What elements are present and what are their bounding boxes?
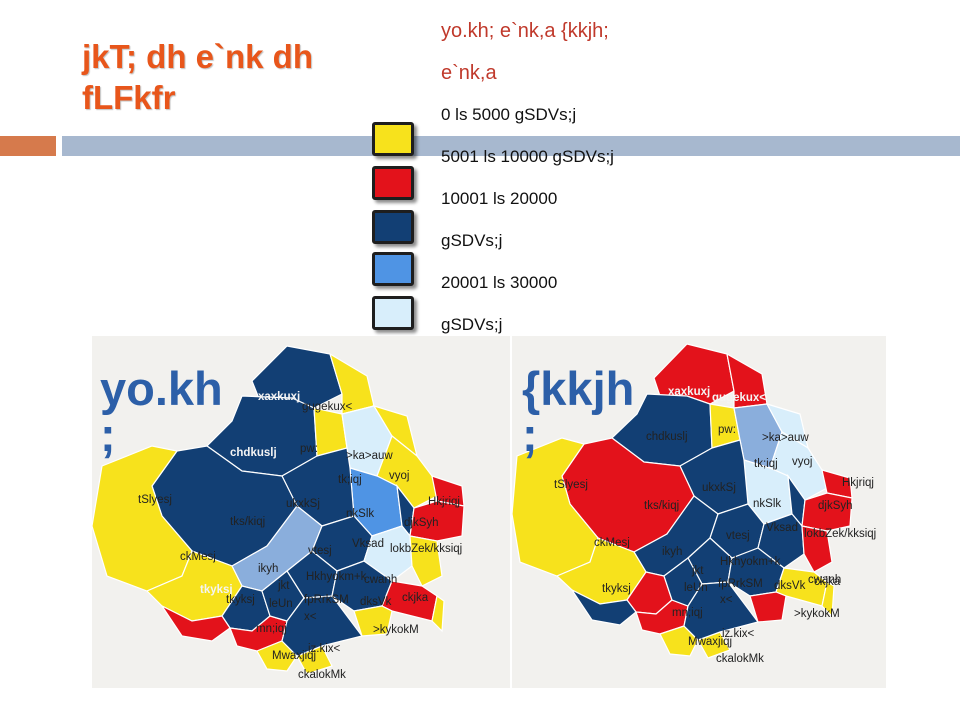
map-label-district: mn;iqj — [256, 623, 287, 635]
rural-map-title-line-1: yo.kh — [100, 362, 223, 415]
map-label-district: Mwaxjiqj — [688, 636, 733, 648]
map-label-district: fpRrkSM — [304, 594, 349, 606]
map-label-district: lokbZek/kksiqj — [390, 543, 463, 555]
urban-map-title-line-2: ; — [522, 408, 538, 461]
map-label-district: cwanh — [808, 574, 842, 586]
map-label-district: dksVk — [360, 596, 392, 608]
rural-district-map — [92, 336, 510, 688]
legend-item: gSDVs;j — [441, 231, 503, 250]
map-label-district: Vksad — [766, 522, 798, 534]
map-label-district: nkSlk — [346, 508, 375, 520]
map-label-district: Hkjriqj — [842, 477, 874, 489]
map-label-district: jkt — [278, 580, 290, 592]
map-label-district: cwanh — [364, 574, 398, 586]
map-label-district: jkt — [692, 565, 704, 577]
legend-item: 20001 ls 30000 — [441, 273, 558, 292]
slide-title-line-1: jkT; dh e`nk dh — [82, 38, 313, 75]
map-label-district: ikyh — [662, 546, 683, 558]
legend-swatch-pale-blue — [372, 296, 414, 330]
map-label-district: Hkhyokm+k — [720, 556, 781, 568]
urban-map-panel: {kkjh ; xaxkuxj gugekux< pw: >ka>auw chd… — [512, 336, 886, 688]
legend-item: gSDVs;j — [441, 315, 503, 334]
map-label-district: vyoj — [389, 470, 410, 482]
map-label-district: >kykokM — [373, 624, 419, 636]
legend-heading-2: e`nk,a — [441, 62, 497, 84]
map-label-district: ckalokMk — [716, 653, 764, 665]
map-label-district: ckalokMk — [298, 669, 346, 681]
map-label-district: vyoj — [792, 456, 813, 468]
slide-title: jkT; dh e`nk dh fLFkfr — [82, 36, 372, 118]
map-label-district: Hkhyokm+k — [306, 571, 367, 583]
legend-item: 5001 ls 10000 gSDVs;j — [441, 147, 614, 166]
map-label-district: lokbZek/kksiqj — [804, 528, 877, 540]
accent-bar-orange — [0, 136, 56, 156]
map-label-district: nkSlk — [753, 498, 782, 510]
map-label-district: ckMesj — [180, 551, 216, 563]
map-label-district: >ka>auw — [346, 450, 393, 462]
map-label-district: xaxkuxj — [668, 386, 711, 398]
map-label-district: ukxkSj — [286, 498, 320, 510]
map-label-district: gugekux< — [302, 401, 353, 413]
map-label-district: >ka>auw — [762, 432, 809, 444]
urban-district-map — [512, 336, 886, 688]
legend-heading-1: yo.kh; e`nk,a {kkjh; — [441, 20, 609, 42]
map-label-district: pw: — [300, 443, 318, 455]
map-label-district: tkyksj — [602, 583, 631, 595]
accent-bar-blue — [62, 136, 960, 156]
legend-swatch-yellow — [372, 122, 414, 156]
rural-map-panel: yo.kh ; xaxkuxj gugekux< pw: >ka>auw chd… — [92, 336, 510, 688]
map-label-district: djkSyh — [818, 500, 853, 512]
legend-item: 0 ls 5000 gSDVs;j — [441, 105, 577, 124]
map-label-district: gugekux< — [712, 392, 767, 404]
map-label-district: chdkuslj — [646, 431, 688, 443]
map-label-district: iz.kix< — [308, 643, 341, 655]
map-label-district: tk;iqj — [338, 474, 362, 486]
map-label-district: leUn — [684, 582, 708, 594]
map-label-district: tSlyesj — [138, 494, 172, 506]
map-label-district: tk;iqj — [754, 458, 778, 470]
map-label-district: vtesj — [308, 545, 332, 557]
rural-map-title: yo.kh ; — [100, 362, 225, 461]
map-label-district: iz.kix< — [722, 628, 755, 640]
map-label-district: xaxkuxj — [258, 391, 301, 403]
map-label-district: x< — [304, 611, 317, 623]
map-label-district: Hkjriqj — [428, 496, 460, 508]
map-label-district: tkyksj — [226, 594, 255, 606]
map-label-district: tkyksj — [200, 584, 233, 596]
map-label-district: pw: — [718, 424, 736, 436]
legend-swatch-dark-blue — [372, 210, 414, 244]
map-label-district: x< — [720, 594, 733, 606]
rural-map-title-line-2: ; — [100, 408, 116, 461]
slide-title-line-2: fLFkfr — [82, 79, 176, 116]
map-label-district: djkSyh — [404, 517, 439, 529]
legend-swatch-light-blue — [372, 252, 414, 286]
map-label-district: tks/kiqj — [644, 500, 680, 512]
map-label-district: Mwaxjiqj — [272, 650, 317, 662]
legend-item: 10001 ls 20000 — [441, 189, 558, 208]
map-label-district: tks/kiqj — [230, 516, 266, 528]
map-label-district: tSlyesj — [554, 479, 588, 491]
map-label-district: fpRrkSM — [718, 578, 763, 590]
map-label-district: >kykokM — [794, 608, 840, 620]
map-label-district: leUn — [269, 598, 293, 610]
map-label-district: Vksad — [352, 538, 384, 550]
legend-text: yo.kh; e`nk,a {kkjh; e`nk,a 0 ls 5000 gS… — [441, 10, 741, 380]
map-label-district: chdkuslj — [230, 447, 277, 459]
map-label-district: ckjka — [814, 576, 841, 588]
map-label-district: vtesj — [726, 530, 750, 542]
map-label-district: ckMesj — [594, 537, 630, 549]
map-label-district: ckjka — [402, 592, 429, 604]
legend-swatch-red — [372, 166, 414, 200]
urban-map-title: {kkjh ; — [522, 362, 647, 461]
map-label-district: ukxkSj — [702, 482, 736, 494]
map-label-district: ikyh — [258, 563, 279, 575]
map-label-district: mn;iqj — [672, 607, 703, 619]
urban-map-title-line-1: {kkjh — [522, 362, 635, 415]
map-label-district: dksVk — [774, 580, 806, 592]
